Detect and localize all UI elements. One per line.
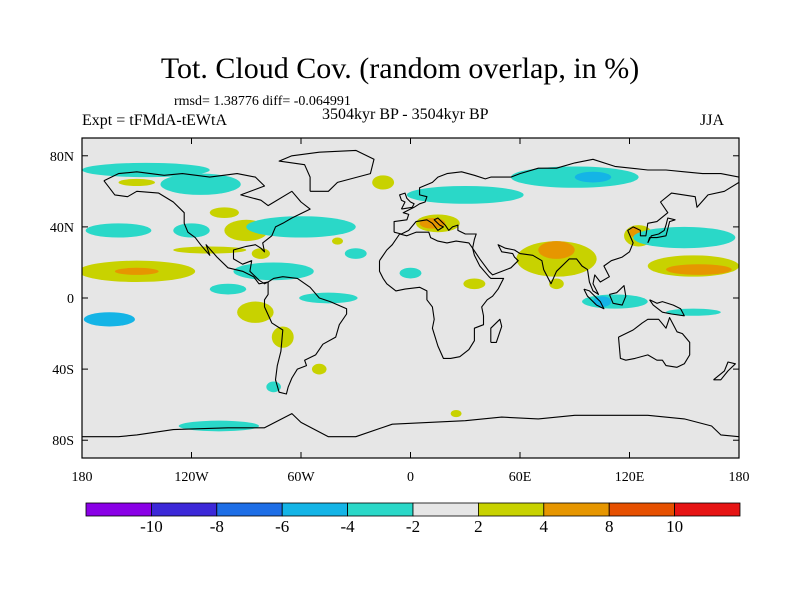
anomaly-regions bbox=[82, 162, 739, 432]
colorbar-swatch-10 bbox=[674, 502, 741, 517]
x-tick-label: 180 bbox=[729, 470, 750, 485]
experiment-label: Expt = tFMdA-tEWtA bbox=[82, 112, 228, 129]
season-label: JJA bbox=[700, 112, 725, 129]
anomaly-region-18 bbox=[271, 326, 294, 348]
anomaly-region-17 bbox=[299, 292, 358, 304]
anomaly-region-20 bbox=[332, 237, 343, 245]
anomaly-region-25 bbox=[406, 186, 524, 204]
coastline-new-guinea bbox=[649, 299, 685, 317]
anomaly-region-15 bbox=[251, 248, 270, 259]
anomaly-region-40 bbox=[549, 278, 564, 290]
y-tick-label: 80N bbox=[50, 150, 74, 165]
colorbar-swatch-2 bbox=[150, 502, 218, 517]
colorbar-swatch-7 bbox=[477, 502, 545, 517]
anomaly-region-13 bbox=[246, 216, 356, 238]
colorbar-swatch-1 bbox=[85, 502, 152, 517]
x-tick-label: 0 bbox=[407, 470, 414, 485]
y-tick-label: 40N bbox=[50, 221, 74, 236]
coastline-australia bbox=[617, 317, 691, 368]
colorbar-label: -10 bbox=[140, 517, 163, 536]
anomaly-region-43 bbox=[311, 363, 327, 375]
x-tick-label: 120W bbox=[174, 470, 209, 485]
anomaly-region-35 bbox=[582, 294, 648, 309]
anomaly-region-4 bbox=[173, 223, 210, 238]
coastline-south-america bbox=[263, 276, 348, 395]
anomaly-region-34 bbox=[666, 264, 732, 275]
colorbar-swatch-9 bbox=[608, 502, 676, 517]
y-tick-label: 80S bbox=[52, 434, 74, 449]
coastline-japan bbox=[647, 217, 676, 244]
anomaly-region-16 bbox=[209, 283, 247, 295]
coastline-africa bbox=[378, 231, 505, 359]
anomaly-region-3 bbox=[85, 223, 152, 238]
anomaly-region-7 bbox=[237, 301, 274, 323]
coastline-north-america bbox=[103, 171, 311, 285]
anomaly-region-19 bbox=[344, 248, 367, 259]
anomaly-region-29 bbox=[538, 241, 575, 259]
colorbar-label: 10 bbox=[666, 517, 683, 536]
coastline-madagascar bbox=[490, 318, 503, 343]
anomaly-region-44 bbox=[450, 410, 462, 418]
anomaly-region-9 bbox=[118, 178, 155, 186]
anomaly-region-21 bbox=[399, 267, 422, 279]
anomaly-region-32 bbox=[633, 226, 736, 249]
x-tick-label: 120E bbox=[615, 470, 645, 485]
y-tick-label: 40S bbox=[52, 363, 74, 378]
stats-label: rmsd= 1.38776 diff= -0.064991 bbox=[174, 94, 351, 109]
anomaly-region-38 bbox=[487, 191, 499, 199]
coastline-new-zealand bbox=[713, 361, 736, 381]
anomaly-region-28 bbox=[516, 241, 597, 277]
colorbar-swatch-8 bbox=[543, 502, 610, 517]
x-tick-label: 180 bbox=[72, 470, 93, 485]
colorbar-label: 2 bbox=[474, 517, 483, 536]
period-label: 3504kyr BP - 3504kyr BP bbox=[322, 106, 489, 123]
anomaly-region-5 bbox=[173, 246, 247, 254]
anomaly-region-2 bbox=[114, 267, 159, 275]
coastline-eurasia bbox=[393, 158, 739, 295]
y-tick-label: 0 bbox=[67, 292, 74, 307]
coastline-uk bbox=[399, 192, 415, 210]
colorbar-label: 8 bbox=[605, 517, 614, 536]
x-tick-label: 60W bbox=[287, 470, 315, 485]
anomaly-region-14 bbox=[233, 262, 314, 281]
anomaly-region-10 bbox=[160, 173, 241, 195]
coastlines bbox=[82, 149, 739, 438]
anomaly-region-22 bbox=[372, 175, 395, 190]
colorbar-label: -6 bbox=[275, 517, 289, 536]
coastline-borneo bbox=[608, 285, 627, 306]
anomaly-region-41 bbox=[178, 420, 260, 432]
colorbar-swatch-6 bbox=[412, 502, 479, 517]
coastline-greenland bbox=[278, 149, 375, 192]
anomaly-region-6 bbox=[83, 312, 135, 327]
colorbar-label: -4 bbox=[341, 517, 356, 536]
x-axis: 180 120W 60W 0 60E 120E 180 bbox=[72, 138, 750, 485]
y-axis: 80N 40N 0 40S 80S bbox=[50, 150, 739, 449]
x-tick-label: 60E bbox=[509, 470, 532, 485]
colorbar-swatch-5 bbox=[347, 502, 414, 517]
colorbar-swatch-3 bbox=[216, 502, 283, 517]
colorbar-swatch-4 bbox=[281, 502, 349, 517]
colorbar-label: -8 bbox=[210, 517, 224, 536]
colorbar-label: 4 bbox=[540, 517, 549, 536]
chart-title: Tot. Cloud Cov. (random overlap, in %) bbox=[160, 52, 640, 85]
anomaly-region-27 bbox=[574, 171, 612, 183]
coastline-sumatra bbox=[583, 288, 605, 310]
anomaly-region-11 bbox=[209, 207, 239, 219]
colorbar-label: -2 bbox=[406, 517, 420, 536]
colorbar: -10 -8 -6 -4 -2 2 4 8 10 bbox=[85, 502, 741, 536]
anomaly-region-37 bbox=[666, 308, 721, 316]
anomaly-region-39 bbox=[463, 278, 486, 290]
coastline-antarctica bbox=[82, 413, 739, 438]
